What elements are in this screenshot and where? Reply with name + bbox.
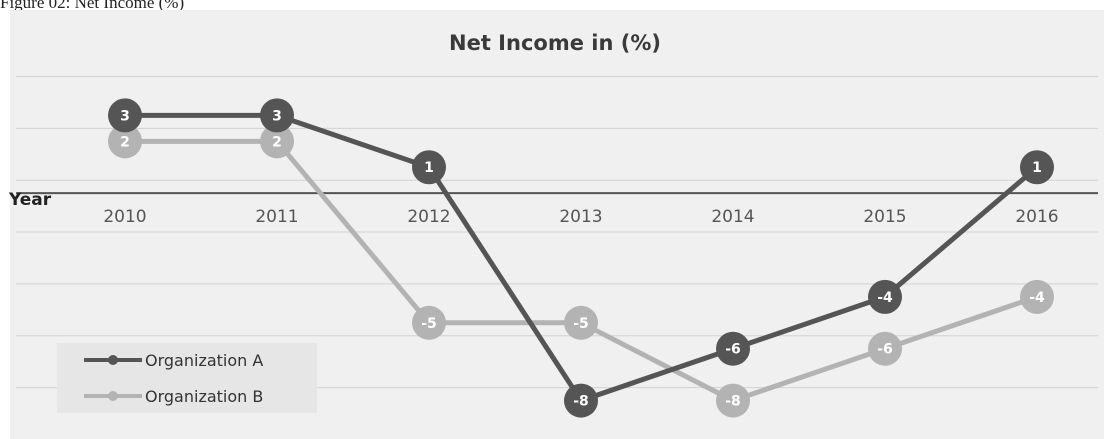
data-label: -8 — [573, 394, 589, 410]
data-label: 3 — [120, 108, 130, 124]
x-tick-label: 2012 — [407, 207, 450, 227]
data-point — [412, 150, 446, 185]
data-point — [564, 383, 598, 418]
legend-marker — [108, 355, 118, 365]
data-label: -4 — [1029, 290, 1045, 306]
data-label: 2 — [272, 134, 282, 150]
data-point — [716, 383, 750, 418]
data-label: -8 — [725, 394, 741, 410]
data-label: 2 — [120, 134, 130, 150]
data-label: 1 — [1032, 160, 1042, 176]
legend-label: Organization B — [145, 387, 263, 406]
data-point — [260, 98, 294, 133]
x-tick-label: 2015 — [863, 207, 906, 227]
data-label: -5 — [421, 316, 437, 332]
data-label: -5 — [573, 316, 589, 332]
data-point — [1020, 150, 1054, 185]
data-point — [1020, 279, 1054, 314]
x-tick-label: 2013 — [559, 207, 602, 227]
legend-label: Organization A — [145, 351, 263, 370]
data-point — [564, 305, 598, 340]
x-tick-label: 2014 — [711, 207, 754, 227]
x-axis-label: Year — [8, 190, 52, 210]
legend-marker — [108, 391, 118, 401]
data-point — [868, 279, 902, 314]
data-point — [108, 98, 142, 133]
chart-title: Net Income in (%) — [449, 31, 661, 55]
series-points: 2 2 -5 -5 -8 -6 -4 3 3 1 -8 -6 -4 1 — [108, 98, 1054, 418]
data-label: 3 — [272, 108, 282, 124]
figure-caption: Figure 02: Net Income (%) — [0, 0, 185, 12]
data-point — [108, 124, 142, 159]
legend: Organization A Organization B — [57, 343, 317, 413]
legend-box — [57, 343, 317, 413]
x-tick-labels: 2010 2011 2012 2013 2014 2015 2016 — [103, 207, 1058, 227]
x-tick-label: 2011 — [255, 207, 298, 227]
data-point — [868, 331, 902, 366]
data-point — [260, 124, 294, 159]
x-tick-label: 2016 — [1015, 207, 1058, 227]
data-point — [716, 331, 750, 366]
gridlines — [16, 76, 1098, 389]
data-label: -4 — [877, 290, 893, 306]
data-point — [412, 305, 446, 340]
data-label: -6 — [725, 342, 741, 358]
data-label: -6 — [877, 342, 893, 358]
x-tick-label: 2010 — [103, 207, 146, 227]
data-label: 1 — [424, 160, 434, 176]
